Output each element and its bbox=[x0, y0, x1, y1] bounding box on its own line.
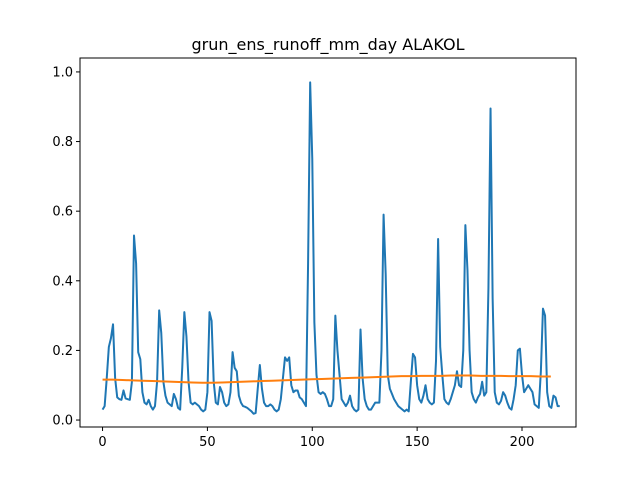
x-tick-label: 200 bbox=[510, 435, 535, 450]
y-tick-label: 0.8 bbox=[52, 135, 73, 150]
series-line-1 bbox=[101, 81, 560, 415]
x-tick-label: 100 bbox=[300, 435, 325, 450]
x-tick-label: 150 bbox=[405, 435, 430, 450]
y-axis: 0.0 0.2 0.4 0.6 0.8 1.0 bbox=[52, 65, 80, 429]
y-tick-label: 0.6 bbox=[52, 205, 73, 220]
y-tick-label: 1.0 bbox=[52, 65, 73, 80]
plot-area bbox=[101, 81, 560, 415]
x-axis: 0 50 100 150 200 bbox=[98, 427, 534, 450]
x-tick-label: 0 bbox=[98, 435, 106, 450]
chart-title: grun_ens_runoff_mm_day ALAKOL bbox=[192, 35, 465, 55]
series-line-2 bbox=[102, 374, 551, 384]
y-tick-label: 0.2 bbox=[52, 344, 73, 359]
y-tick-label: 0.4 bbox=[52, 274, 73, 289]
y-tick-label: 0.0 bbox=[52, 414, 73, 429]
axes-frame bbox=[79, 57, 577, 428]
x-tick-label: 50 bbox=[199, 435, 216, 450]
